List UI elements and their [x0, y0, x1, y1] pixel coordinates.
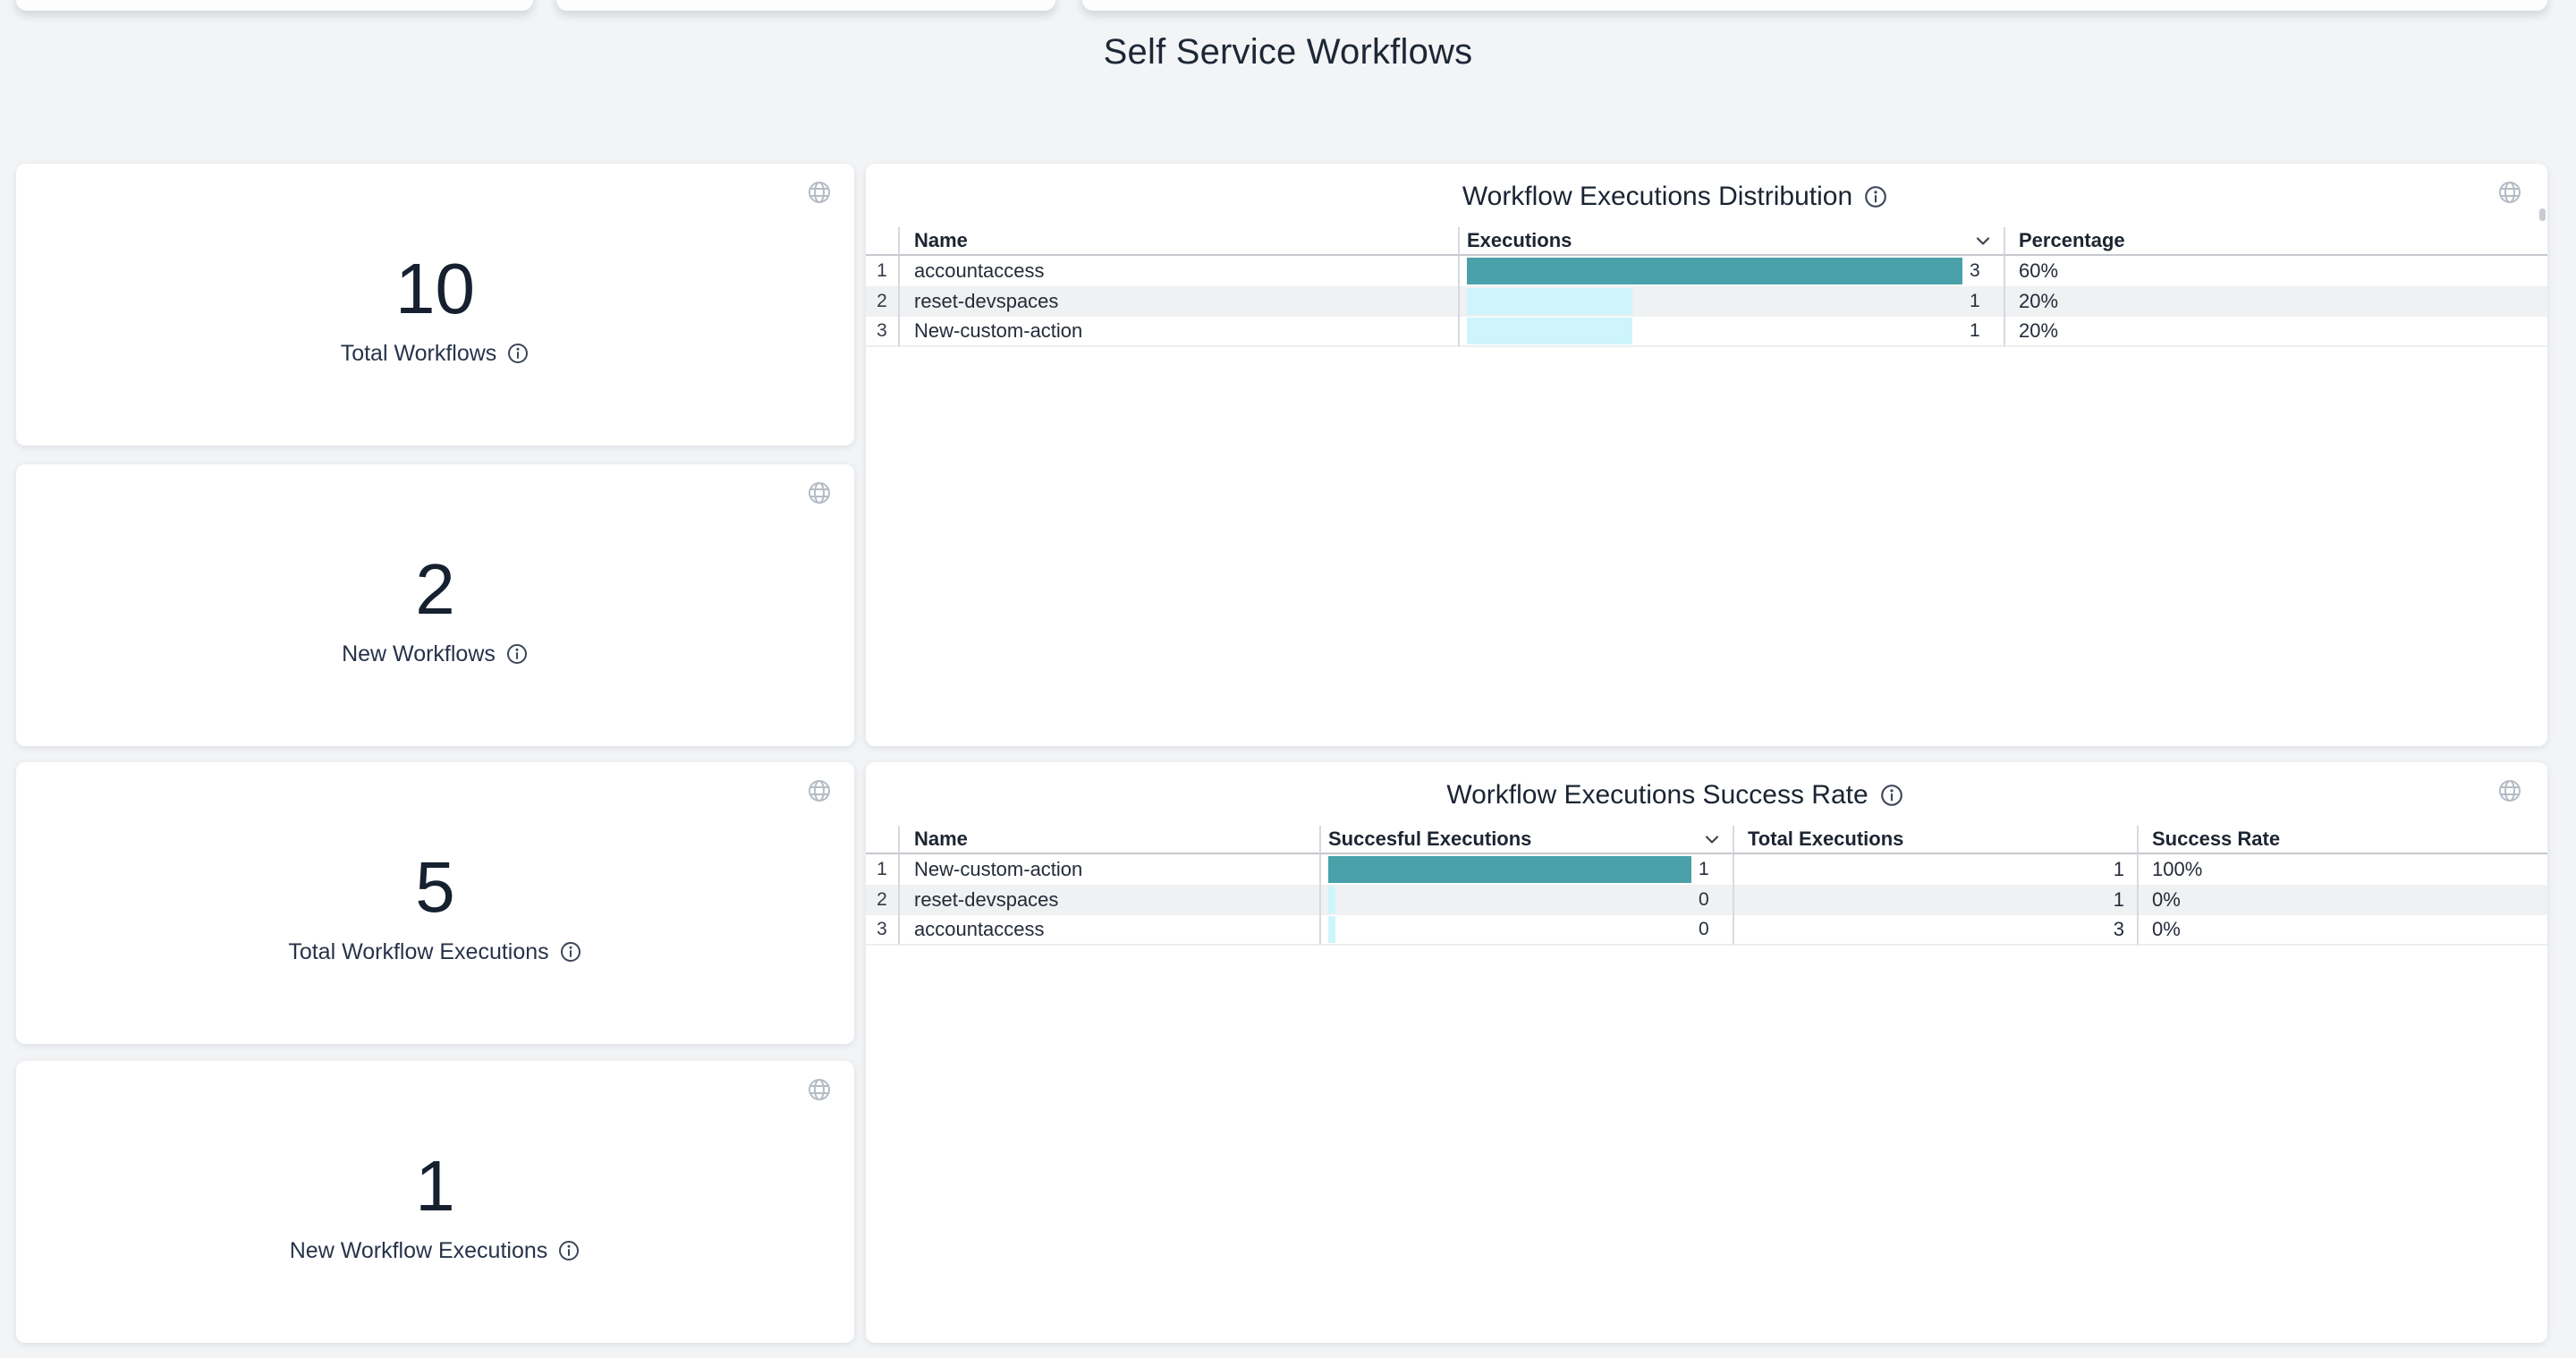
- info-icon[interactable]: [506, 342, 530, 365]
- cell-percentage: 20%: [2004, 286, 2547, 317]
- cell-name: accountaccess: [898, 256, 1458, 286]
- distribution-table: Name Executions Percentage 1 accountacce…: [866, 227, 2547, 347]
- header-successful-executions[interactable]: Succesful Executions: [1319, 826, 1733, 854]
- globe-icon[interactable]: [2497, 778, 2522, 803]
- cell-name: reset-devspaces: [898, 885, 1319, 915]
- panel-title: Workflow Executions Distribution: [866, 177, 2547, 216]
- success-rate-table: Name Succesful Executions Total Executio…: [866, 826, 2547, 946]
- stat-label: New Workflow Executions: [16, 1231, 854, 1270]
- cell-success-rate: 0%: [2137, 885, 2547, 915]
- stat-label: Total Workflows: [16, 334, 854, 373]
- bar-value: 1: [1970, 320, 1980, 341]
- globe-icon[interactable]: [807, 1077, 832, 1102]
- info-icon[interactable]: [1863, 184, 1888, 209]
- globe-icon[interactable]: [807, 480, 832, 505]
- panel-title: Workflow Executions Success Rate: [866, 776, 2547, 815]
- globe-icon[interactable]: [807, 778, 832, 803]
- header-success-rate[interactable]: Success Rate: [2137, 826, 2547, 854]
- stat-value: 5: [415, 847, 455, 927]
- row-number: 3: [866, 915, 898, 946]
- cell-name: reset-devspaces: [898, 286, 1458, 317]
- cell-executions-bar: 3: [1458, 256, 2004, 286]
- header-name[interactable]: Name: [898, 826, 1319, 854]
- bar-value: 0: [1699, 919, 1709, 939]
- cell-executions-bar: 1: [1458, 286, 2004, 317]
- chevron-down-icon[interactable]: [1975, 234, 1991, 247]
- row-number: 1: [877, 859, 887, 879]
- chevron-down-icon[interactable]: [1704, 833, 1720, 845]
- header-row-number[interactable]: [866, 826, 898, 854]
- header-executions-label: Executions: [1467, 229, 1572, 251]
- top-partial-card: [1082, 0, 2547, 11]
- globe-icon[interactable]: [2497, 180, 2522, 205]
- cell-percentage: 20%: [2004, 317, 2547, 347]
- header-successful-label: Succesful Executions: [1328, 828, 1532, 850]
- header-total-executions[interactable]: Total Executions: [1733, 826, 2137, 854]
- stat-label-text: New Workflows: [342, 641, 496, 666]
- stat-label-text: New Workflow Executions: [289, 1237, 548, 1263]
- cell-percentage: 60%: [2004, 256, 2547, 286]
- info-icon[interactable]: [1879, 783, 1904, 808]
- bar-value: 0: [1699, 889, 1709, 910]
- stat-label: Total Workflow Executions: [16, 932, 854, 972]
- cell-successful-bar: 0: [1319, 915, 1733, 946]
- stat-label-text: Total Workflow Executions: [288, 938, 549, 964]
- cell-total: 1: [1733, 854, 2137, 885]
- stat-card-total-workflows: 10 Total Workflows: [16, 164, 854, 446]
- info-icon[interactable]: [559, 940, 582, 963]
- execution-bar: [1328, 856, 1691, 883]
- row-number: 2: [866, 885, 898, 915]
- stat-card-new-workflow-executions: 1 New Workflow Executions: [16, 1061, 854, 1343]
- execution-bar: [1467, 318, 1632, 344]
- execution-bar: [1467, 288, 1632, 315]
- stat-value: 2: [415, 549, 455, 629]
- cell-executions-bar: 1: [1458, 317, 2004, 347]
- stat-value: 1: [415, 1146, 455, 1226]
- cell-total: 1: [1733, 885, 2137, 915]
- panel-executions-success-rate: Workflow Executions Success Rate Name Su…: [866, 762, 2547, 1343]
- row-number: 2: [866, 286, 898, 317]
- top-partial-card: [556, 0, 1055, 11]
- panel-title-text: Workflow Executions Distribution: [1462, 182, 1853, 211]
- cell-success-rate: 0%: [2137, 915, 2547, 946]
- cell-name: New-custom-action: [898, 854, 1319, 885]
- header-percentage[interactable]: Percentage: [2004, 227, 2547, 256]
- stat-label-text: Total Workflows: [340, 340, 497, 366]
- panel-executions-distribution: Workflow Executions Distribution Name Ex…: [866, 164, 2547, 746]
- info-icon[interactable]: [557, 1239, 580, 1262]
- row-number: 1: [877, 260, 887, 281]
- row-number: 3: [866, 317, 898, 347]
- header-executions[interactable]: Executions: [1458, 227, 2004, 256]
- page-title: Self Service Workflows: [1103, 32, 1473, 72]
- bar-value: 1: [1970, 291, 1980, 311]
- globe-icon[interactable]: [807, 180, 832, 205]
- stat-card-new-workflows: 2 New Workflows: [16, 464, 854, 746]
- cell-total: 3: [1733, 915, 2137, 946]
- info-icon[interactable]: [505, 642, 529, 666]
- execution-bar: [1328, 916, 1335, 943]
- stat-label: New Workflows: [16, 634, 854, 674]
- execution-bar: [1328, 887, 1335, 913]
- execution-bar: [1467, 258, 1962, 284]
- cell-successful-bar: 0: [1319, 885, 1733, 915]
- bar-value: 3: [1970, 260, 1980, 281]
- cell-successful-bar: 1: [1319, 854, 1733, 885]
- stat-card-total-workflow-executions: 5 Total Workflow Executions: [16, 762, 854, 1044]
- header-name[interactable]: Name: [898, 227, 1458, 256]
- stat-value: 10: [395, 249, 475, 328]
- panel-title-text: Workflow Executions Success Rate: [1446, 780, 1868, 810]
- cell-name: accountaccess: [898, 915, 1319, 946]
- bar-value: 1: [1699, 859, 1709, 879]
- cell-name: New-custom-action: [898, 317, 1458, 347]
- top-partial-card: [16, 0, 533, 11]
- header-row-number[interactable]: [866, 227, 898, 256]
- scrollbar-thumb[interactable]: [2539, 208, 2546, 221]
- cell-success-rate: 100%: [2137, 854, 2547, 885]
